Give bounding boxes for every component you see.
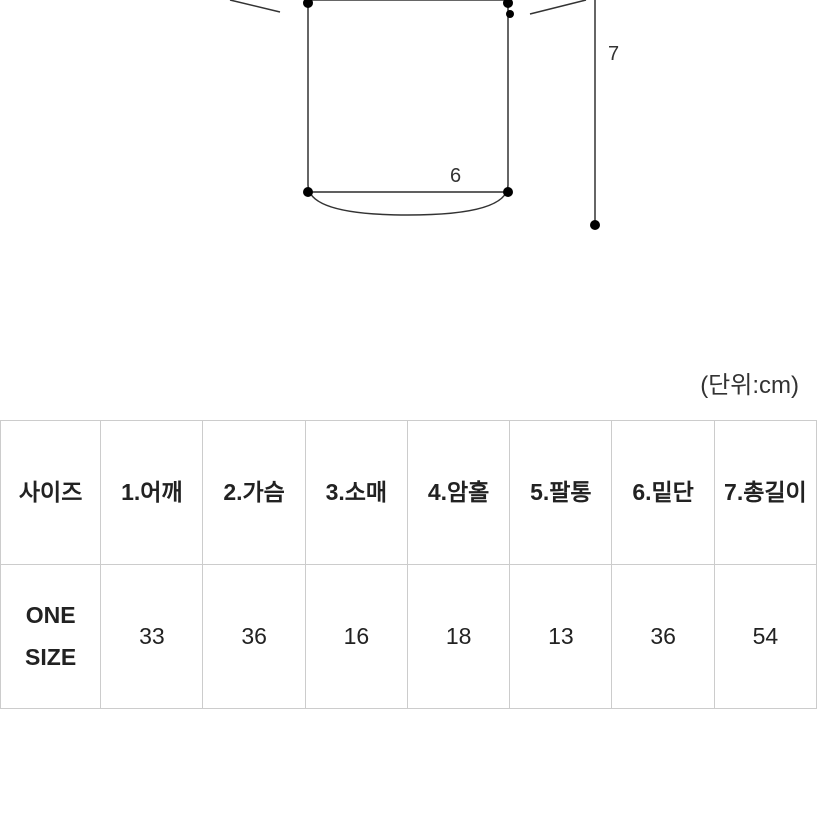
cell-sleeve: 16 bbox=[305, 565, 407, 709]
col-header-shoulder: 1.어깨 bbox=[101, 421, 203, 565]
measure-6-dot-left bbox=[303, 187, 313, 197]
measure-6-dot-right bbox=[503, 187, 513, 197]
measure-6-label: 6 bbox=[450, 165, 461, 187]
col-header-arm-width: 5.팔통 bbox=[510, 421, 612, 565]
col-header-armhole: 4.암홀 bbox=[407, 421, 509, 565]
measure-7-dot-bottom bbox=[590, 220, 600, 230]
right-sleeve-line bbox=[530, 0, 586, 14]
garment-diagram: 6 7 bbox=[0, 0, 817, 280]
armhole-dot bbox=[506, 10, 514, 18]
cell-total-length: 54 bbox=[714, 565, 816, 709]
measure-7-label: 7 bbox=[608, 43, 619, 65]
cell-armhole: 18 bbox=[407, 565, 509, 709]
col-header-hem: 6.밑단 bbox=[612, 421, 714, 565]
unit-label: (단위:cm) bbox=[700, 365, 799, 400]
row-label-onesize: ONE SIZE bbox=[1, 565, 101, 709]
left-sleeve-line bbox=[230, 0, 280, 12]
col-header-sleeve: 3.소매 bbox=[305, 421, 407, 565]
table-header-row: 사이즈 1.어깨 2.가슴 3.소매 4.암홀 5.팔통 6.밑단 7.총길이 bbox=[1, 421, 817, 565]
top-left-dot bbox=[303, 0, 313, 8]
size-chart-table: 사이즈 1.어깨 2.가슴 3.소매 4.암홀 5.팔통 6.밑단 7.총길이 … bbox=[0, 420, 817, 709]
col-header-size: 사이즈 bbox=[1, 421, 101, 565]
table-row: ONE SIZE 33 36 16 18 13 36 54 bbox=[1, 565, 817, 709]
garment-body-outline bbox=[308, 0, 508, 215]
top-right-dot bbox=[503, 0, 513, 8]
cell-hem: 36 bbox=[612, 565, 714, 709]
cell-arm-width: 13 bbox=[510, 565, 612, 709]
cell-shoulder: 33 bbox=[101, 565, 203, 709]
col-header-total-length: 7.총길이 bbox=[714, 421, 816, 565]
col-header-chest: 2.가슴 bbox=[203, 421, 305, 565]
cell-chest: 36 bbox=[203, 565, 305, 709]
